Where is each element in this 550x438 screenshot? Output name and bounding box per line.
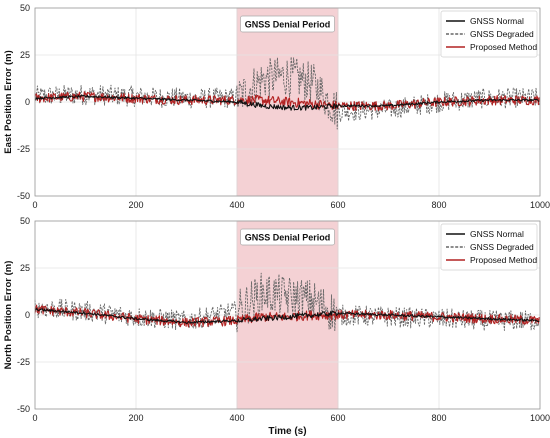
legend: GNSS Normal GNSS Degraded Proposed Method (440, 10, 538, 58)
series-line-gnss-normal (34, 94, 540, 111)
legend-box (440, 10, 538, 58)
plot-frame (34, 7, 541, 197)
legend-entry: Proposed Method (470, 255, 537, 265)
y-axis-label: East Position Error (m) (3, 50, 14, 153)
x-tick-label: 200 (128, 200, 143, 210)
y-tick-label: 25 (20, 263, 30, 273)
x-tick-label: 200 (128, 413, 143, 423)
x-tick-label: 1000 (530, 413, 550, 423)
y-tick-label: 0 (25, 310, 30, 320)
y-tick-label: 25 (20, 50, 30, 60)
y-tick-label: -50 (17, 191, 30, 201)
legend-entry: Proposed Method (470, 42, 537, 52)
x-tick-label: 400 (229, 413, 244, 423)
series-line-gnss-normal (34, 307, 540, 324)
legend-entry: GNSS Degraded (470, 29, 534, 39)
legend-entry: GNSS Degraded (470, 242, 534, 252)
x-tick-label: 800 (431, 200, 446, 210)
chart-panel-2: 0 200 400 600 800 1000 -50 -25 0 25 50 North Positi… (3, 216, 550, 437)
y-tick-label: -25 (17, 144, 30, 154)
x-tick-label: 0 (32, 200, 37, 210)
series-line-gnss-degraded (34, 272, 540, 333)
y-axis-label: North Position Error (m) (3, 261, 14, 370)
x-tick-label: 400 (229, 200, 244, 210)
y-tick-label: -25 (17, 357, 30, 367)
legend-box (440, 223, 538, 271)
denial-label-box (240, 15, 335, 33)
y-tick-label: 50 (20, 216, 30, 226)
x-tick-label: 600 (330, 200, 345, 210)
x-tick-label: 600 (330, 413, 345, 423)
x-tick-label: 1000 (530, 200, 550, 210)
legend-entry: GNSS Normal (470, 16, 524, 26)
plot-frame (34, 220, 541, 410)
x-tick-label: 800 (431, 413, 446, 423)
x-tick-label: 0 (32, 413, 37, 423)
legend: GNSS Normal GNSS Degraded Proposed Method (440, 223, 538, 271)
denial-period-label: GNSS Denial Period (245, 20, 331, 30)
chart-panel-1: 0 200 400 600 800 1000 -50 -25 0 25 50 East Positio… (3, 3, 550, 210)
denial-period-label: GNSS Denial Period (245, 233, 331, 243)
series-line-proposed-method (34, 91, 540, 112)
y-tick-label: 50 (20, 3, 30, 13)
legend-entry: GNSS Normal (470, 229, 524, 239)
denial-label-box (240, 228, 335, 246)
y-tick-label: 0 (25, 97, 30, 107)
x-axis-label: Time (s) (268, 426, 306, 437)
y-tick-label: -50 (17, 404, 30, 414)
